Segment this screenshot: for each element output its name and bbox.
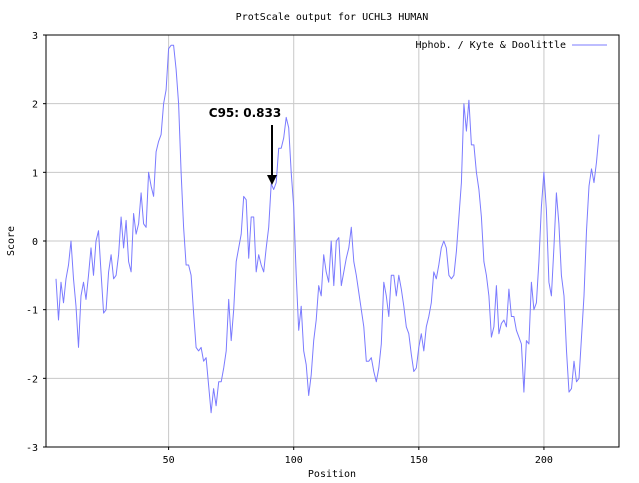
x-tick-label: 200	[535, 455, 553, 466]
y-tick-label: 2	[32, 100, 38, 111]
legend-label: Hphob. / Kyte & Doolittle	[415, 40, 566, 51]
annotation-c95: C95: 0.833	[209, 106, 281, 185]
series-layer	[55, 44, 600, 414]
y-tick-label: -2	[26, 374, 38, 385]
y-axis-label: Score	[6, 226, 17, 256]
legend: Hphob. / Kyte & Doolittle	[415, 40, 607, 51]
y-tick-label: -3	[26, 443, 38, 454]
axis-ticks: -3 -2 -1 0 1 2 3 50 100 150 200	[26, 31, 553, 466]
chart-title: ProtScale output for UCHL3 HUMAN	[236, 12, 429, 23]
annotation-arrowhead	[267, 175, 277, 185]
x-tick-label: 50	[163, 455, 175, 466]
series-line-hydrophobicity	[55, 44, 600, 414]
y-tick-label: 1	[32, 168, 38, 179]
y-tick-label: 0	[32, 237, 38, 248]
x-axis-label: Position	[308, 469, 356, 480]
x-tick-label: 150	[410, 455, 428, 466]
x-tick-label: 100	[285, 455, 303, 466]
y-tick-label: -1	[26, 306, 38, 317]
grid	[46, 35, 619, 447]
annotation-label: C95: 0.833	[209, 106, 281, 120]
y-tick-label: 3	[32, 31, 38, 42]
